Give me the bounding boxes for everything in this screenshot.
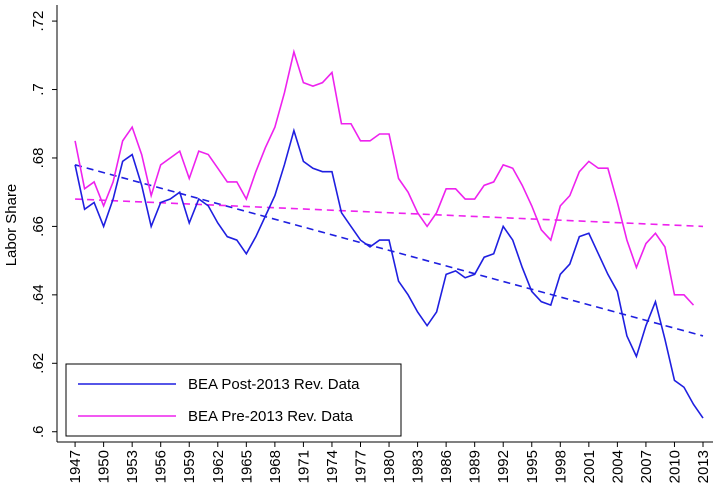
- trend-line: [75, 198, 704, 228]
- legend-label: BEA Post-2013 Rev. Data: [188, 376, 360, 393]
- trend-line: [74, 164, 704, 337]
- x-tick-label: 1965: [238, 450, 255, 483]
- x-tick-label: 1947: [67, 450, 84, 483]
- x-tick-label: 2007: [638, 450, 655, 483]
- y-tick-label: .66: [30, 216, 47, 237]
- x-tick-label: 1986: [438, 450, 455, 483]
- x-tick-label: 1959: [181, 450, 198, 483]
- y-tick-label: .6: [30, 425, 47, 438]
- x-tick-label: 1971: [295, 450, 312, 483]
- x-tick-label: 1992: [495, 450, 512, 483]
- y-axis-label: Labor Share: [3, 184, 20, 267]
- y-tick-label: .7: [30, 83, 47, 96]
- series-line: [74, 48, 695, 306]
- x-tick-label: 2001: [581, 450, 598, 483]
- x-tick-label: 2010: [666, 450, 683, 483]
- x-tick-label: 1998: [552, 450, 569, 483]
- x-tick-label: 2013: [695, 450, 712, 483]
- x-tick-label: 1956: [153, 450, 170, 483]
- x-tick-label: 1974: [324, 450, 341, 483]
- x-tick-label: 1980: [381, 450, 398, 483]
- y-tick-label: .62: [30, 353, 47, 374]
- y-tick-label: .68: [30, 148, 47, 169]
- x-tick-label: 1983: [410, 450, 427, 483]
- y-tick-label: .72: [30, 11, 47, 32]
- series-line: [74, 127, 704, 419]
- x-tick-label: 1977: [353, 450, 370, 483]
- x-tick-label: 1968: [267, 450, 284, 483]
- legend-label: BEA Pre-2013 Rev. Data: [188, 408, 353, 425]
- x-tick-label: 1953: [124, 450, 141, 483]
- x-tick-label: 1989: [467, 450, 484, 483]
- x-tick-label: 2004: [609, 450, 626, 483]
- legend-box: [65, 363, 402, 437]
- x-tick-label: 1995: [524, 450, 541, 483]
- x-tick-label: 1950: [96, 450, 113, 483]
- x-tick-label: 1962: [210, 450, 227, 483]
- y-tick-label: .64: [30, 284, 47, 305]
